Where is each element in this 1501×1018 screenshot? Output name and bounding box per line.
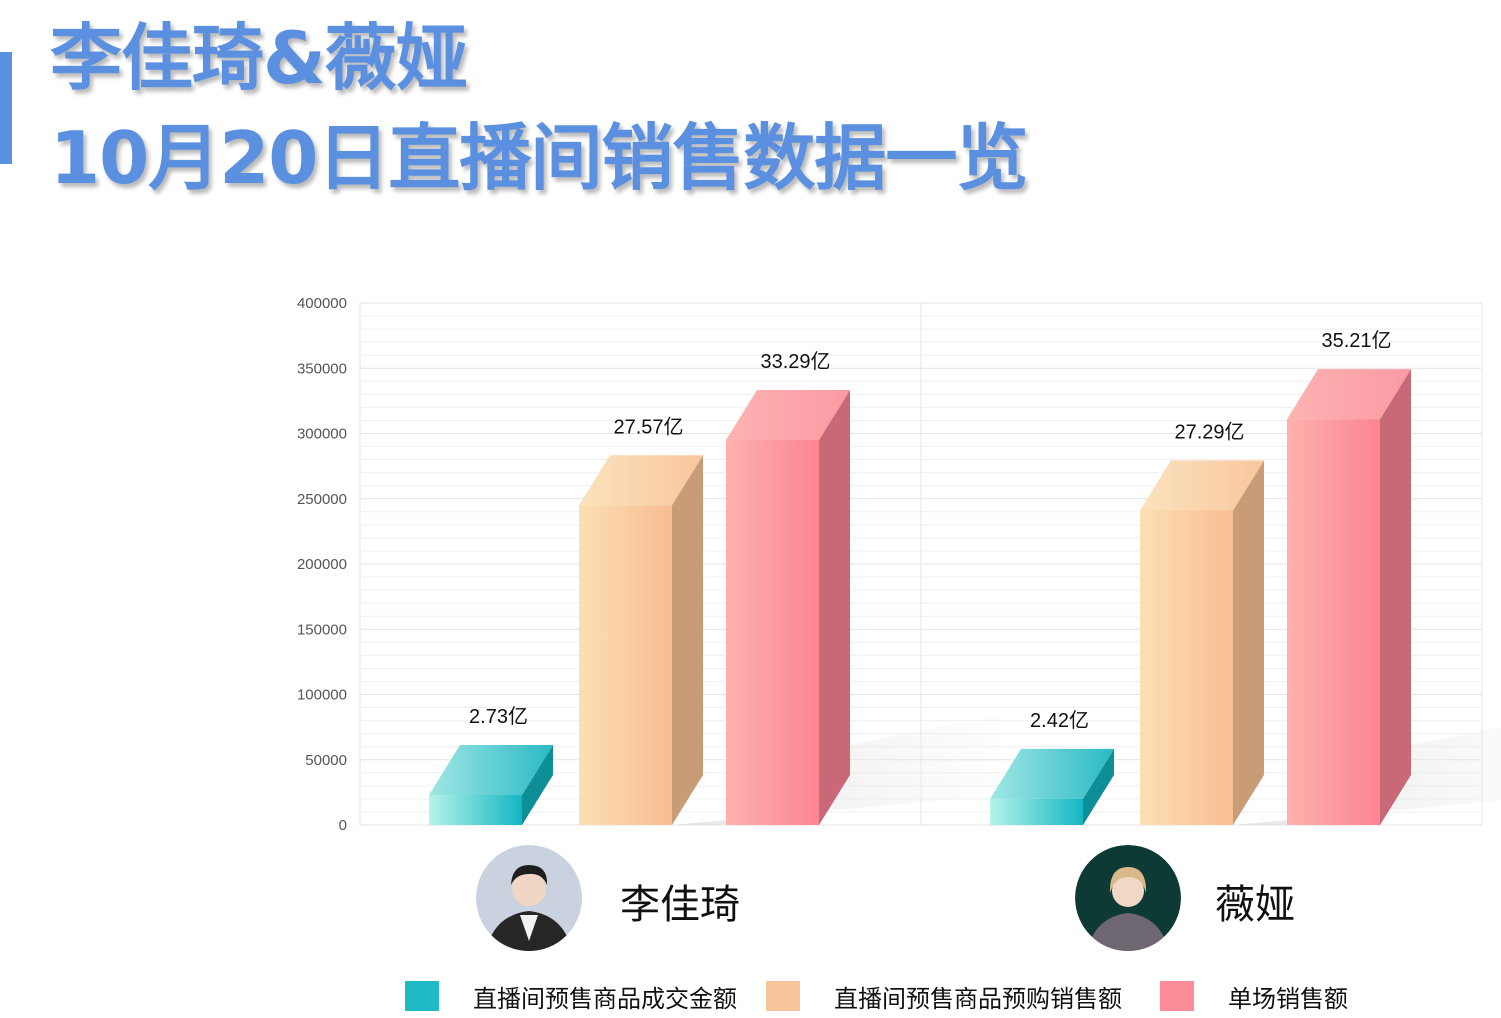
bar-1-2 — [990, 748, 1114, 825]
bar-side-face — [1083, 748, 1114, 825]
y-tick-label: 250000 — [297, 491, 347, 508]
legend-swatch — [766, 981, 800, 1011]
title-accent-bar — [0, 52, 12, 164]
y-tick-label: 300000 — [297, 426, 347, 443]
data-label: 27.29亿 — [1174, 420, 1244, 443]
data-label: 27.57亿 — [613, 415, 683, 438]
legend-label: 单场销售额 — [1228, 984, 1348, 1013]
bar-top-face — [579, 455, 703, 506]
legend-item-presale-order: 直播间预售商品预购销售额 — [766, 981, 1122, 1013]
data-label: 2.73亿 — [469, 705, 528, 728]
y-tick-label: 150000 — [297, 621, 347, 638]
y-tick-label: 350000 — [297, 360, 347, 377]
viya-avatar — [1075, 845, 1181, 951]
bar-front-face — [429, 794, 522, 825]
bar-front-face — [579, 505, 672, 825]
y-tick-label: 100000 — [297, 687, 347, 704]
legend-label: 直播间预售商品预购销售额 — [834, 984, 1122, 1013]
bar-side-face — [672, 455, 703, 825]
y-tick-label: 400000 — [297, 295, 347, 312]
bar-3-1 — [726, 390, 850, 825]
bar-3-2 — [1287, 369, 1411, 825]
bar-front-face — [1287, 419, 1380, 825]
person-avatar-icon — [476, 845, 582, 951]
data-label: 2.42亿 — [1030, 709, 1089, 732]
page-title-line1: 李佳琦&薇娅 — [50, 16, 468, 100]
y-tick-label: 200000 — [297, 556, 347, 573]
bar-front-face — [990, 798, 1083, 825]
legend-swatch — [1160, 981, 1194, 1011]
bar-shadow — [1233, 727, 1501, 825]
li-jiaqi-avatar — [476, 845, 582, 951]
bar-shadow — [672, 715, 1000, 825]
legend-item-session-sales: 单场销售额 — [1160, 981, 1348, 1013]
bar-front-face — [1140, 510, 1233, 825]
legend-label: 直播间预售商品成交金额 — [473, 984, 737, 1013]
bar-side-face — [819, 390, 850, 825]
legend-swatch — [405, 981, 439, 1011]
y-tick-label: 0 — [339, 817, 347, 834]
bar-top-face — [726, 390, 850, 441]
data-label: 35.21亿 — [1321, 329, 1391, 352]
bar-top-face — [1287, 369, 1411, 420]
page-title-line2: 10月20日直播间销售数据一览 — [50, 116, 1028, 200]
bar-top-face — [429, 744, 553, 795]
bar-1-1 — [429, 744, 553, 825]
data-label: 33.29亿 — [760, 350, 830, 373]
bar-side-face — [1380, 369, 1411, 825]
legend-item-presale-deal: 直播间预售商品成交金额 — [405, 981, 737, 1013]
person-avatar-icon — [1075, 845, 1181, 951]
bar-2-2 — [1140, 460, 1264, 825]
person-name-li-jiaqi: 李佳琦 — [620, 882, 740, 928]
bar-top-face — [990, 748, 1114, 799]
bar-front-face — [726, 440, 819, 825]
bar-side-face — [522, 744, 553, 825]
bar-side-face — [1233, 460, 1264, 825]
bar-top-face — [1140, 460, 1264, 511]
y-tick-label: 50000 — [305, 752, 347, 769]
bar-2-1 — [579, 455, 703, 825]
person-name-viya: 薇娅 — [1215, 882, 1295, 928]
